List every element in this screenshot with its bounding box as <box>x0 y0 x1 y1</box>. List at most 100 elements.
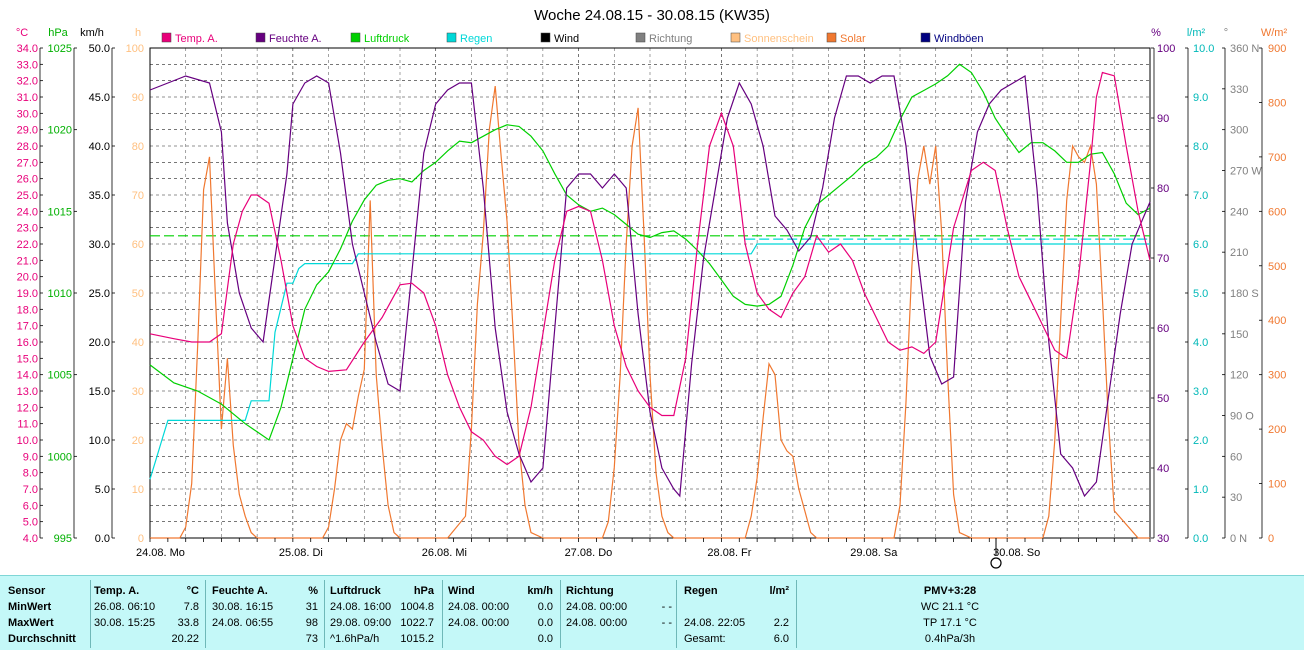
solar-tick-label: 200 <box>1268 424 1286 436</box>
stats-temp-value: 33.8 <box>177 617 199 629</box>
rain-tick-label: 2.0 <box>1193 435 1208 447</box>
wind-tick-label: 40.0 <box>89 141 110 153</box>
pressure-tick-label: 995 <box>54 533 72 545</box>
rain-tick-label: 7.0 <box>1193 190 1208 202</box>
humidity-tick-label: 50 <box>1157 393 1169 405</box>
pressure-tick-label: 1000 <box>48 451 72 463</box>
legend-swatch <box>161 32 172 43</box>
x-tick-label: 30.08. So <box>993 547 1040 559</box>
stats-header-rain: Regen <box>684 585 718 597</box>
temp-tick-label: 25.0 <box>17 190 38 202</box>
rain-tick-label: 8.0 <box>1193 141 1208 153</box>
legend-swatch <box>540 32 551 43</box>
legend-swatch <box>446 32 457 43</box>
wind-tick-label: 0.0 <box>95 533 110 545</box>
stats-wind-value: 0.0 <box>537 633 553 645</box>
legend-label: Wind <box>554 33 579 45</box>
pressure-tick-label: 1015 <box>48 206 72 218</box>
temp-tick-label: 17.0 <box>17 321 38 333</box>
solar-tick-label: 900 <box>1268 43 1286 55</box>
stats-row-label: MaxWert <box>8 617 54 629</box>
temp-tick-label: 18.0 <box>17 304 38 316</box>
stats-direction-value: - - <box>661 601 672 613</box>
sunshine-unit-label: h <box>135 27 141 39</box>
stats-header-sensor: Sensor <box>8 585 46 597</box>
legend-label: Windböen <box>934 33 984 45</box>
sunshine-tick-label: 20 <box>132 435 144 447</box>
stats-row-label: Durchschnitt <box>8 633 76 645</box>
stats-header-humidity-unit: % <box>308 585 318 597</box>
legend-label: Luftdruck <box>364 33 410 45</box>
temp-tick-label: 19.0 <box>17 288 38 300</box>
temp-tick-label: 7.0 <box>23 484 38 496</box>
stats-header-temp-unit: °C <box>186 585 199 597</box>
series-line-solar <box>150 86 1150 539</box>
temp-tick-label: 13.0 <box>17 386 38 398</box>
wind-tick-label: 45.0 <box>89 92 110 104</box>
temp-tick-label: 15.0 <box>17 353 38 365</box>
temp-tick-label: 11.0 <box>17 419 38 431</box>
solar-tick-label: 700 <box>1268 152 1286 164</box>
series-line-temp-a- <box>149 71 1151 466</box>
direction-tick-label: 0 N <box>1230 533 1247 545</box>
now-marker-circle <box>990 557 1002 569</box>
stats-pressure-time: ^1.6hPa/h <box>330 633 380 645</box>
temp-tick-label: 22.0 <box>17 239 38 251</box>
stats-pressure-value: 1004.8 <box>400 601 434 613</box>
temp-tick-label: 16.0 <box>17 337 38 349</box>
series-line-feuchte-a- <box>149 75 1151 498</box>
rain-tick-label: 6.0 <box>1193 239 1208 251</box>
humidity-tick-label: 30 <box>1157 533 1169 545</box>
temp-tick-label: 26.0 <box>17 174 38 186</box>
temp-tick-label: 34.0 <box>17 43 38 55</box>
stats-header-temp: Temp. A. <box>94 585 140 597</box>
stats-header-pmv: PMV+3:28 <box>923 585 977 597</box>
stats-humidity-value: 31 <box>305 601 318 613</box>
wind-tick-label: 10.0 <box>89 435 110 447</box>
direction-tick-label: 60 <box>1230 451 1242 463</box>
temp-tick-label: 14.0 <box>17 370 38 382</box>
humidity-tick-label: 40 <box>1157 463 1169 475</box>
legend-label: Richtung <box>649 33 692 45</box>
temp-tick-label: 30.0 <box>17 108 38 120</box>
plot-area <box>149 47 1151 539</box>
temp-unit-label: °C <box>16 27 28 39</box>
legend-swatch <box>826 32 837 43</box>
temp-tick-label: 33.0 <box>17 59 38 71</box>
direction-tick-label: 120 <box>1230 370 1248 382</box>
stats-column-divider <box>442 580 443 648</box>
sunshine-tick-label: 0 <box>138 533 144 545</box>
chart-title: Woche 24.08.15 - 30.08.15 (KW35) <box>534 7 770 24</box>
legend-label: Temp. A. <box>175 33 218 45</box>
stats-pressure-time: 24.08. 16:00 <box>330 601 392 613</box>
stats-header-wind-unit: km/h <box>527 585 553 597</box>
stats-row-label: MinWert <box>8 601 52 613</box>
temp-tick-label: 23.0 <box>17 223 38 235</box>
wind-tick-label: 5.0 <box>95 484 110 496</box>
stats-extra-value: TP 17.1 °C <box>923 617 977 629</box>
left-axes: 34.0 33.0 32.0 31.0 30.0 29.0 28.0 27.0 26.0 25.0… <box>16 27 144 545</box>
temp-tick-label: 28.0 <box>17 141 38 153</box>
wind-tick-label: 15.0 <box>89 386 110 398</box>
x-tick-label: 29.08. Sa <box>850 547 898 559</box>
direction-tick-label: 150 <box>1230 329 1248 341</box>
pressure-tick-label: 1005 <box>48 370 72 382</box>
temp-tick-label: 29.0 <box>17 125 38 137</box>
stats-column-divider <box>90 580 91 648</box>
stats-extra-value: WC 21.1 °C <box>920 601 980 613</box>
temp-tick-label: 32.0 <box>17 76 38 88</box>
sunshine-tick-label: 80 <box>132 141 144 153</box>
sunshine-tick-label: 100 <box>126 43 144 55</box>
direction-tick-label: 90 O <box>1230 411 1254 423</box>
direction-tick-label: 30 <box>1230 492 1242 504</box>
stats-humidity-time: 24.08. 06:55 <box>212 617 274 629</box>
direction-tick-label: 330 <box>1230 84 1248 96</box>
pressure-unit-label: hPa <box>48 27 68 39</box>
humidity-tick-label: 70 <box>1157 253 1169 265</box>
x-axis: 24.08. Mo 25.08. Di 26.08. Mi 27.08. Do 28.0… <box>136 538 1151 569</box>
x-tick-label: 27.08. Do <box>565 547 613 559</box>
pressure-tick-label: 1020 <box>48 125 72 137</box>
stats-wind-value: 0.0 <box>537 601 553 613</box>
stats-pressure-value: 1022.7 <box>400 617 434 629</box>
stats-column-divider <box>560 580 561 648</box>
